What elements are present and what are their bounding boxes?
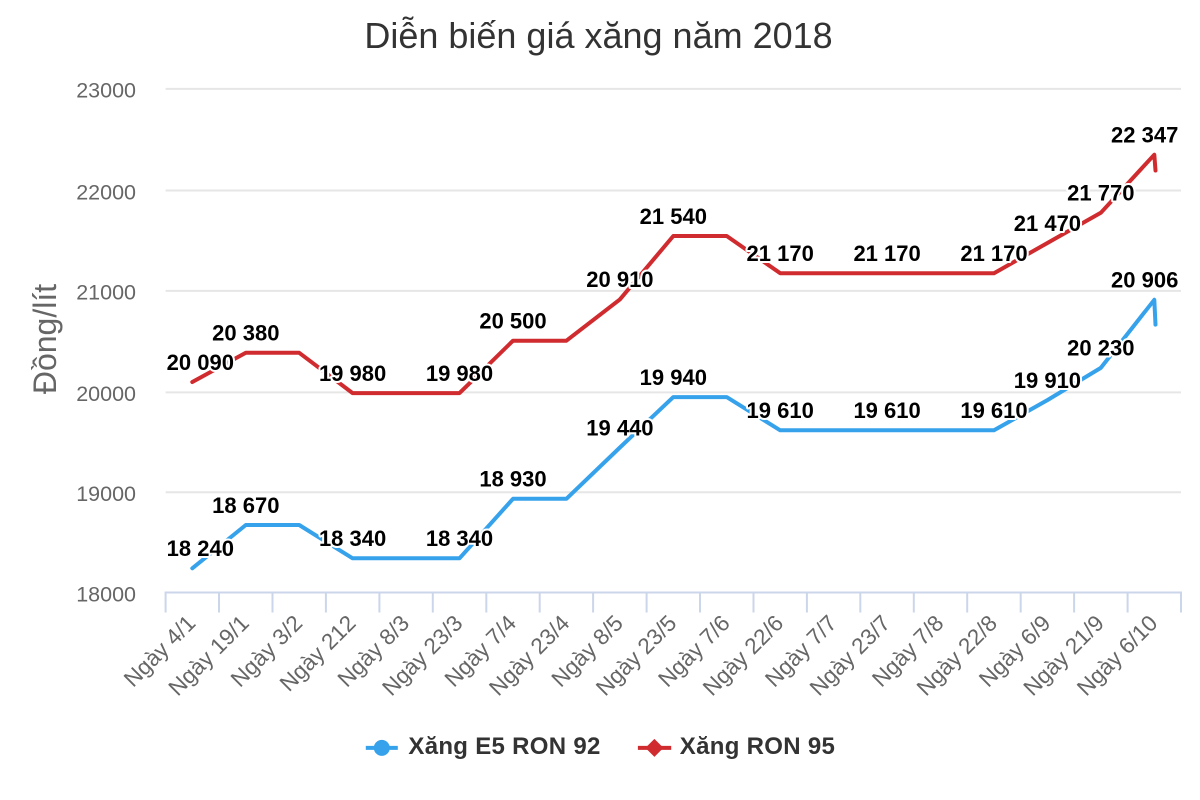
svg-text:20 380: 20 380 [212,321,279,346]
svg-text:21 540: 21 540 [640,204,707,229]
svg-text:18 240: 18 240 [167,536,234,561]
svg-text:21 170: 21 170 [960,241,1027,266]
svg-text:Diễn biến giá xăng năm 2018: Diễn biến giá xăng năm 2018 [364,15,832,56]
svg-text:21 170: 21 170 [747,241,814,266]
svg-text:21000: 21000 [76,281,136,305]
svg-text:20000: 20000 [76,382,136,406]
svg-text:22000: 22000 [76,180,136,204]
svg-text:19000: 19000 [76,482,136,506]
svg-text:22 347: 22 347 [1111,123,1178,148]
svg-text:18000: 18000 [76,582,136,606]
svg-text:19 610: 19 610 [747,398,814,423]
svg-text:Xăng E5 RON 92: Xăng E5 RON 92 [408,733,600,760]
svg-text:23000: 23000 [76,79,136,103]
svg-text:21 170: 21 170 [853,241,920,266]
svg-text:21 770: 21 770 [1067,181,1134,206]
svg-text:18 340: 18 340 [426,526,493,551]
svg-text:19 610: 19 610 [960,398,1027,423]
svg-text:18 930: 18 930 [479,467,546,492]
svg-text:20 500: 20 500 [479,309,546,334]
svg-text:19 610: 19 610 [853,398,920,423]
svg-text:20 090: 20 090 [167,350,234,375]
svg-text:19 910: 19 910 [1014,368,1081,393]
svg-text:19 940: 19 940 [640,365,707,390]
svg-text:20 910: 20 910 [586,267,653,292]
svg-text:18 340: 18 340 [319,526,386,551]
svg-text:Xăng RON 95: Xăng RON 95 [680,733,835,760]
svg-text:19 980: 19 980 [319,361,386,386]
svg-text:19 440: 19 440 [586,415,653,440]
svg-text:21 470: 21 470 [1014,211,1081,236]
svg-text:18 670: 18 670 [212,493,279,518]
svg-text:19 980: 19 980 [426,361,493,386]
svg-text:20 906: 20 906 [1111,268,1178,293]
svg-text:20 230: 20 230 [1067,336,1134,361]
svg-text:Đồng/lít: Đồng/lít [27,284,63,394]
